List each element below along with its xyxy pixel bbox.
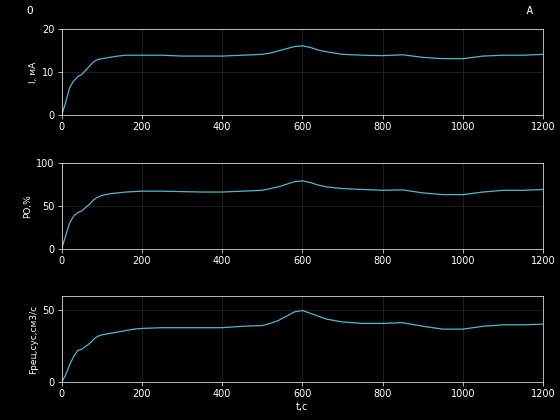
- Y-axis label: I, мА: I, мА: [29, 62, 38, 83]
- X-axis label: t,c: t,c: [296, 402, 309, 412]
- Y-axis label: Fрец,сус,см3/с: Fрец,сус,см3/с: [29, 304, 38, 374]
- Text: О                                                                         А: О А: [27, 6, 533, 16]
- Y-axis label: РО,%: РО,%: [23, 194, 32, 218]
